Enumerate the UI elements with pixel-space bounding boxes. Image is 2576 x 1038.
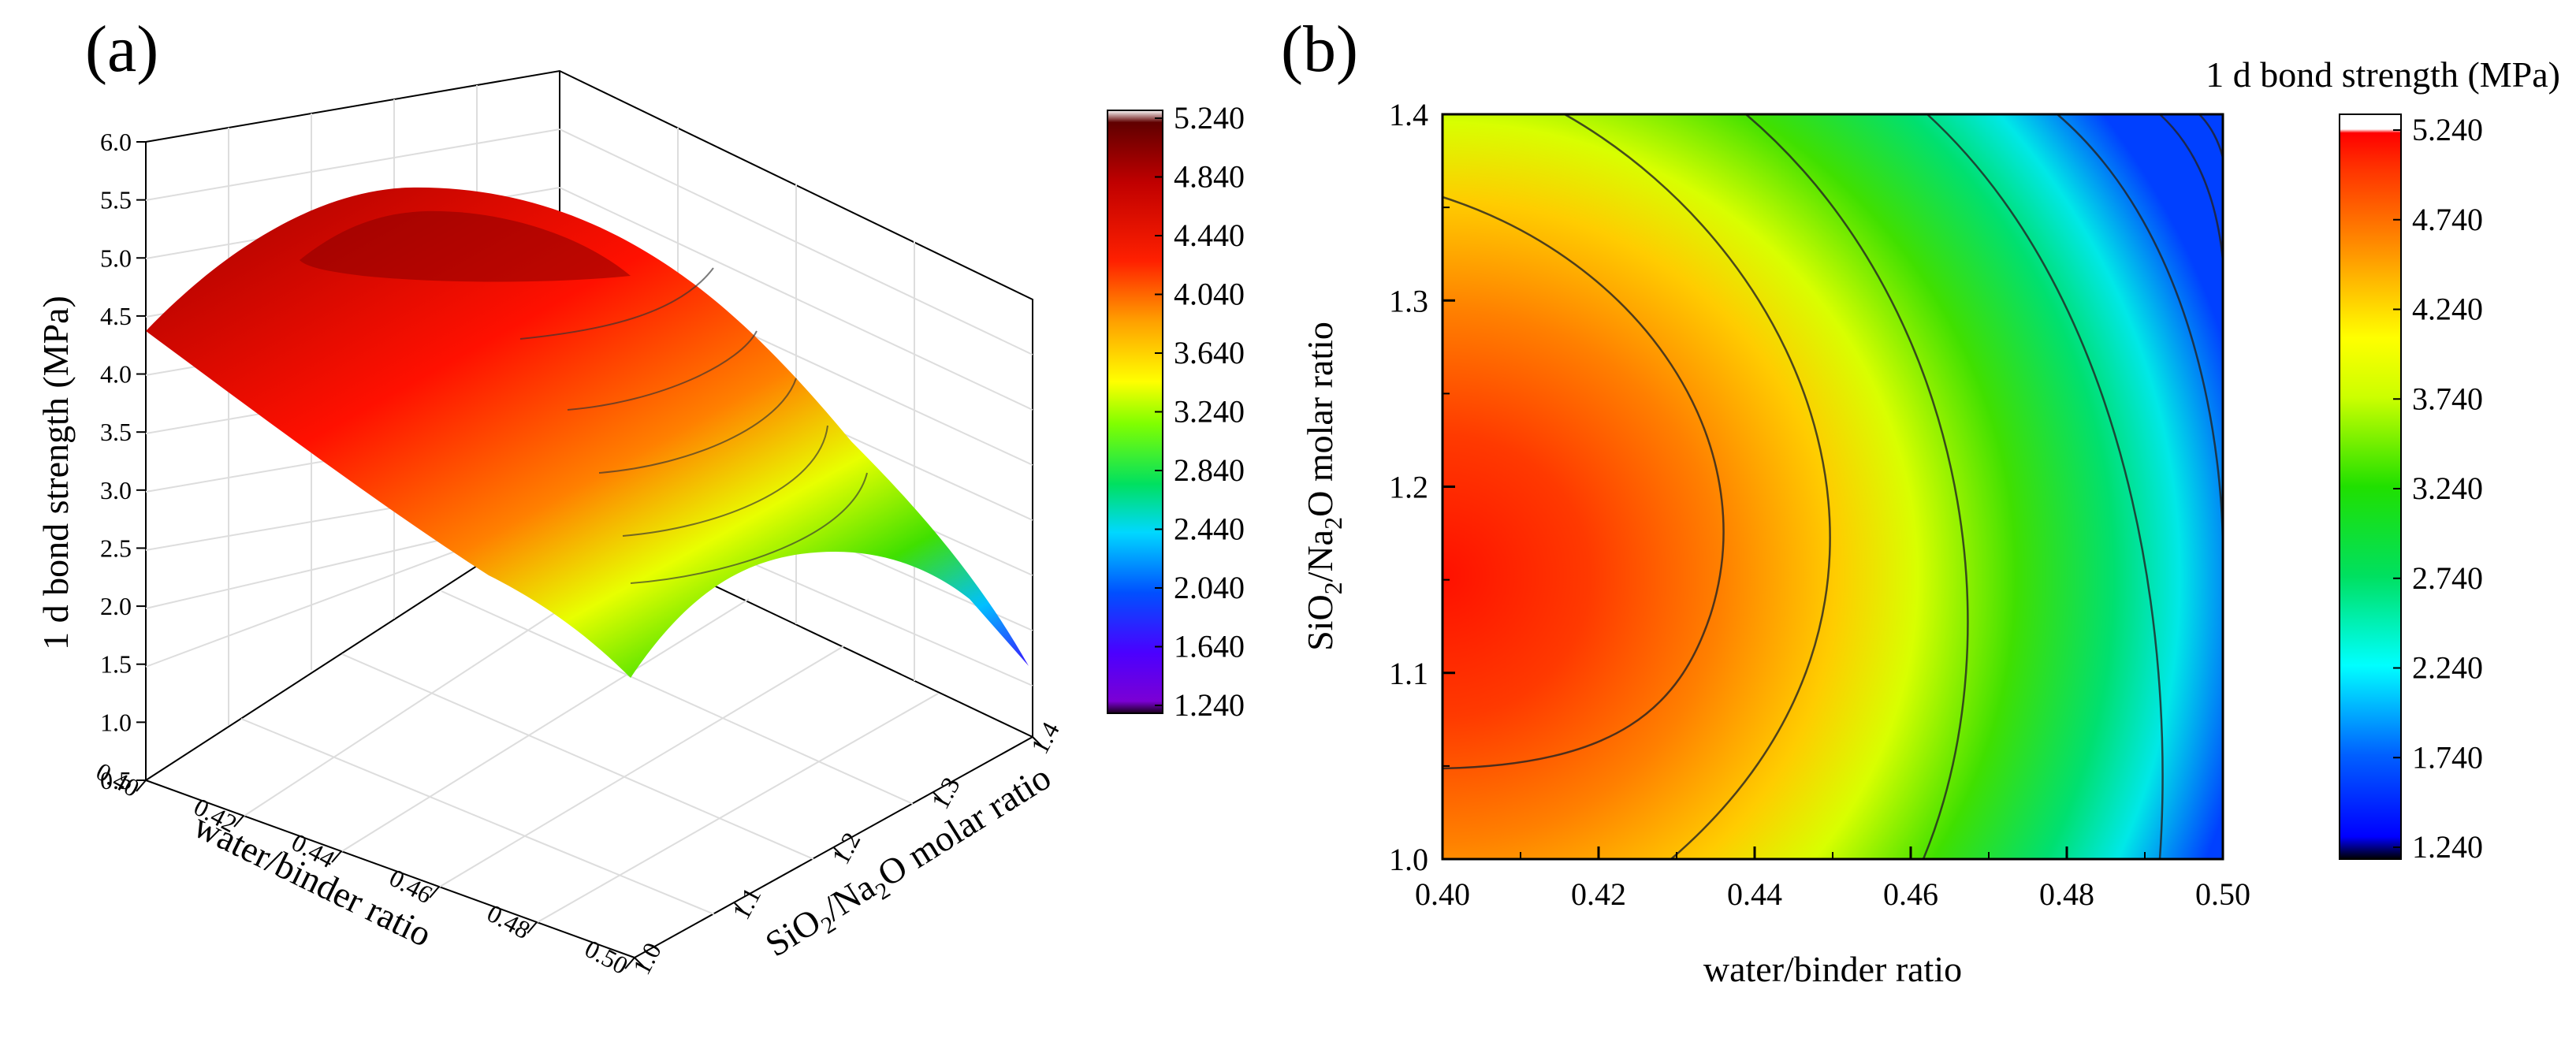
colorbar-b: 5.240 4.740 4.240 3.740 3.240 2.740 2.240 1.740… xyxy=(2339,112,2483,865)
colorbar-tick-label: 3.640 xyxy=(1174,335,1245,370)
z-tick-label: 4.0 xyxy=(100,360,132,389)
colorbar-tick-label: 3.740 xyxy=(2412,381,2483,416)
colorbar-tick-label: 5.240 xyxy=(1174,100,1245,136)
x-tick-mark xyxy=(527,921,538,934)
y-tick-mark xyxy=(634,957,645,968)
colorbar-tick-label: 2.240 xyxy=(2412,650,2483,686)
z-tick-label: 4.5 xyxy=(100,302,132,330)
z-tick-label: 6.0 xyxy=(100,128,132,156)
colorbar-tick-label: 3.240 xyxy=(2412,471,2483,506)
x-tick-label: 0.50 xyxy=(2195,876,2250,912)
panel-a-label: (a) xyxy=(85,13,158,86)
panel-a: (a) xyxy=(35,13,1245,980)
z-tick-label: 1.5 xyxy=(100,650,132,679)
z-tick-label: 3.5 xyxy=(100,418,132,446)
x-axis-title-b: water/binder ratio xyxy=(1703,949,1962,989)
x-tick-mark xyxy=(233,815,244,828)
y-tick-label: 1.0 xyxy=(627,938,667,979)
colorbar-tick-label: 5.240 xyxy=(2412,112,2483,147)
x-tick-label: 0.40 xyxy=(1415,876,1470,912)
x-tick-label: 0.46 xyxy=(1883,876,1938,912)
z-axis-title: 1 d bond strength (MPa) xyxy=(35,296,76,650)
z-tick-label: 3.0 xyxy=(100,476,132,504)
colorbar-a: 5.240 4.840 4.440 4.040 3.640 3.240 2.840 2.440… xyxy=(1107,100,1245,723)
z-tick-label: 5.0 xyxy=(100,244,132,272)
y-tick-label: 1.4 xyxy=(1389,97,1428,132)
z-tick-label: 0.5 xyxy=(100,766,132,794)
y-axis-title-a: SiO2/Na2O molar ratio xyxy=(758,757,1060,969)
contour-lines xyxy=(1442,113,2224,860)
x-tick-mark xyxy=(331,850,342,863)
y-tick-label: 1.0 xyxy=(1389,842,1428,877)
y-tick-label: 1.2 xyxy=(826,828,866,869)
colorbar-tick-label: 2.740 xyxy=(2412,560,2483,596)
y-tick-mark xyxy=(932,791,944,802)
colorbar-tick-label: 4.440 xyxy=(1174,218,1245,253)
panel-b: (b) 1 d bond strength (MPa) 0.40 0.42 0.44… xyxy=(1281,13,2560,989)
colorbar-tick-label: 4.040 xyxy=(1174,277,1245,312)
y-axis-title-b: SiO2/Na2O molar ratio xyxy=(1300,322,1347,651)
x-tick-mark xyxy=(429,886,440,898)
colorbar-tick-label: 4.240 xyxy=(2412,292,2483,327)
colorbar-tick-label: 3.240 xyxy=(1174,394,1245,430)
colorbar-tick-label: 4.740 xyxy=(2412,202,2483,237)
colorbar-b-title: 1 d bond strength (MPa) xyxy=(2206,54,2560,95)
z-tick-label: 2.5 xyxy=(100,534,132,562)
surface-contours xyxy=(519,267,868,584)
colorbar-tick-label: 1.240 xyxy=(2412,829,2483,865)
x-tick-label: 0.44 xyxy=(1727,876,1782,912)
colorbar-tick-label: 1.640 xyxy=(1174,629,1245,664)
colorbar-tick-label: 2.840 xyxy=(1174,452,1245,488)
y-tick-label: 1.1 xyxy=(727,883,767,924)
x-axis-b: 0.40 0.42 0.44 0.46 0.48 0.50 xyxy=(1415,846,2250,912)
colorbar-tick-label: 2.040 xyxy=(1174,570,1245,605)
y-axis: 1.01.11.21.31.4 xyxy=(627,717,1065,979)
colorbar-tick-label: 2.440 xyxy=(1174,512,1245,547)
x-tick-mark xyxy=(624,957,635,969)
z-tick-label: 1.0 xyxy=(100,708,132,736)
y-tick-label: 1.3 xyxy=(1389,283,1428,318)
surface xyxy=(146,187,1029,678)
y-tick-mark xyxy=(733,902,744,913)
z-axis: 0.5 1.0 1.5 2.0 2.5 3.0 3.5 4.0 4.5 5.0 5.5 6.0 xyxy=(100,128,146,794)
x-tick-label: 0.42 xyxy=(1571,876,1626,912)
y-tick-label: 1.1 xyxy=(1389,656,1428,691)
y-tick-mark xyxy=(832,846,844,858)
contour-fill xyxy=(1442,114,2223,859)
colorbar-tick-label: 1.740 xyxy=(2412,739,2483,775)
z-tick-label: 2.0 xyxy=(100,592,132,620)
y-axis-b: 1.0 1.1 1.2 1.3 1.4 xyxy=(1389,97,1455,877)
z-tick-label: 5.5 xyxy=(100,186,132,214)
x-tick-label: 0.40 xyxy=(91,757,143,802)
x-tick-mark xyxy=(136,779,147,792)
panel-b-label: (b) xyxy=(1281,13,1358,86)
y-tick-mark xyxy=(1032,736,1043,747)
colorbar-tick-label: 4.840 xyxy=(1174,159,1245,195)
y-tick-label: 1.2 xyxy=(1389,470,1428,505)
colorbar-tick-label: 1.240 xyxy=(1174,687,1245,723)
x-tick-label: 0.48 xyxy=(2039,876,2094,912)
